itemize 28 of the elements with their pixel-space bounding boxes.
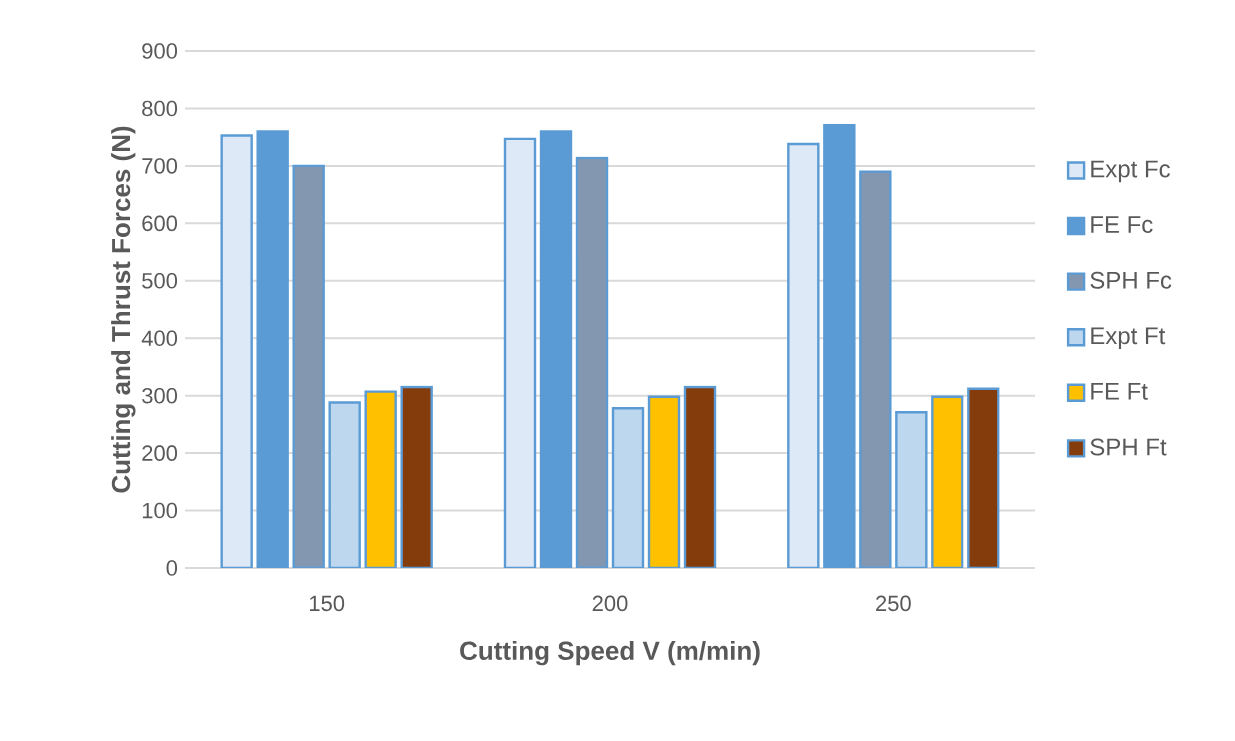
y-tick-label: 400 [141, 330, 178, 347]
y-tick-label: 500 [142, 273, 178, 289]
legend-label: FE Fc [1091, 216, 1153, 233]
bar [292, 164, 325, 568]
bar [787, 142, 820, 568]
y-tick-label: 700 [142, 158, 178, 174]
bar [611, 407, 645, 568]
legend-label: SPH Fc [1090, 271, 1172, 289]
bar [683, 385, 717, 568]
x-axis-title: Cutting Speed V (m/min) [460, 640, 760, 666]
y-tick-label: 600 [142, 215, 178, 232]
x-tick-label: 200 [592, 595, 628, 612]
y-tick-label: 300 [142, 387, 178, 404]
x-tick-label: 150 [309, 595, 345, 612]
legend-label: Expt Ft [1091, 327, 1166, 349]
legend-label: Expt Fc [1091, 160, 1170, 183]
y-tick-label: 900 [142, 43, 178, 59]
bar [647, 395, 681, 568]
bar [503, 137, 537, 568]
y-tick-label: 0 [166, 560, 178, 576]
x-tick-label: 250 [876, 595, 911, 612]
bar [575, 156, 609, 568]
y-tick-label: 100 [142, 502, 178, 519]
y-tick-label: 200 [142, 445, 178, 461]
y-tick-label: 800 [142, 100, 178, 117]
y-axis-title: Cutting and Thrust Forces (N) [111, 126, 136, 493]
legend-label: SPH Ft [1090, 438, 1167, 456]
legend-label: FE Ft [1091, 383, 1148, 400]
